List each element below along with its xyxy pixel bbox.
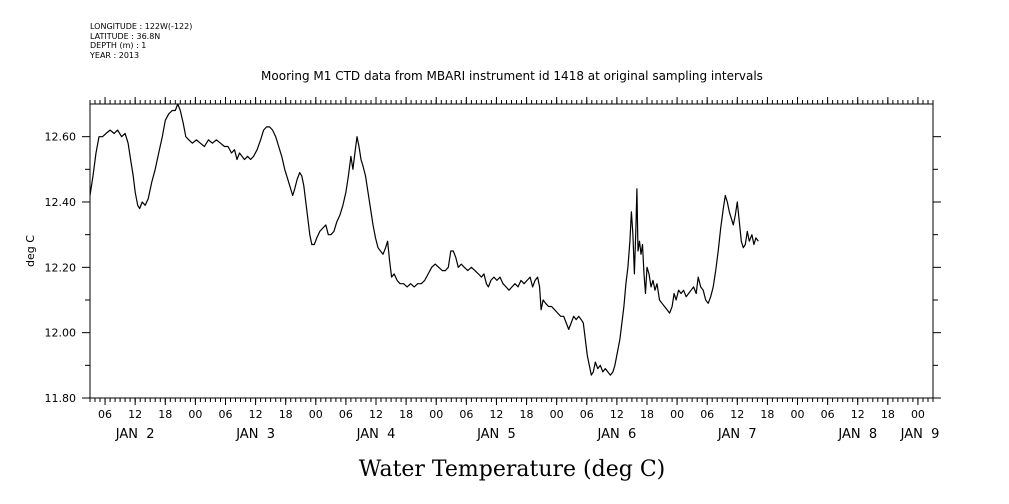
x-hour-label: 18 — [881, 408, 895, 421]
x-hour-label: 00 — [550, 408, 564, 421]
y-axis: 11.80 12.00 12.20 12.40 12.60 — [45, 131, 941, 405]
x-hour-label: 18 — [640, 408, 654, 421]
y-tick-label: 11.80 — [45, 392, 77, 405]
longitude-label: LONGITUDE : 122W(-122) — [90, 22, 193, 31]
x-hour-label: 06 — [821, 408, 835, 421]
x-day-label: JAN 9 — [900, 427, 940, 442]
series-layer — [89, 103, 759, 376]
depth-label: DEPTH (m) : 1 — [90, 41, 147, 50]
y-tick-label: 12.20 — [45, 261, 77, 274]
x-day-label: JAN 7 — [717, 427, 757, 442]
y-axis-label: deg C — [24, 235, 37, 267]
minor-ticks — [89, 100, 934, 402]
x-hour-label: 12 — [128, 408, 142, 421]
x-hour-label: 18 — [399, 408, 413, 421]
chart-title: Mooring M1 CTD data from MBARI instrumen… — [261, 69, 763, 83]
x-day-label: JAN 8 — [837, 427, 877, 442]
x-hour-label: 18 — [279, 408, 293, 421]
x-hour-label: 18 — [158, 408, 172, 421]
x-hour-label: 00 — [429, 408, 443, 421]
x-hour-label: 12 — [851, 408, 865, 421]
x-hour-label: 12 — [249, 408, 263, 421]
y-tick-label: 12.60 — [45, 131, 77, 144]
x-hour-label: 06 — [580, 408, 594, 421]
x-day-label: JAN 3 — [235, 427, 275, 442]
chart-metadata: LONGITUDE : 122W(-122) LATITUDE : 36.8N … — [90, 22, 192, 60]
plot-frame — [89, 103, 934, 399]
x-hour-label: 00 — [309, 408, 323, 421]
x-hour-label: 00 — [791, 408, 805, 421]
x-hour-label: 06 — [339, 408, 353, 421]
x-hour-label: 06 — [700, 408, 714, 421]
x-hour-label: 12 — [369, 408, 383, 421]
x-hour-label: 06 — [459, 408, 473, 421]
x-hour-label: 12 — [610, 408, 624, 421]
y-tick-label: 12.00 — [45, 327, 77, 340]
x-hour-label: 18 — [760, 408, 774, 421]
x-day-label: JAN 4 — [356, 427, 396, 442]
temperature-series-line — [89, 103, 759, 376]
x-axis: 06 12 18 00 06 12 18 00 06 12 18 00 06 12 18 00 06 12 18 00… — [98, 97, 939, 442]
x-hour-label: 00 — [911, 408, 925, 421]
x-day-label: JAN 5 — [476, 427, 516, 442]
x-day-label: JAN 6 — [596, 427, 636, 442]
x-hour-label: 06 — [218, 408, 232, 421]
x-hour-label: 18 — [520, 408, 534, 421]
x-hour-label: 00 — [188, 408, 202, 421]
x-axis-title: Water Temperature (deg C) — [359, 457, 666, 482]
y-tick-label: 12.40 — [45, 196, 77, 209]
x-hour-label: 12 — [489, 408, 503, 421]
x-day-label: JAN 2 — [115, 427, 155, 442]
latitude-label: LATITUDE : 36.8N — [90, 31, 161, 41]
x-hour-label: 06 — [98, 408, 112, 421]
year-label: YEAR : 2013 — [90, 50, 140, 60]
x-hour-label: 00 — [670, 408, 684, 421]
x-hour-label: 12 — [730, 408, 744, 421]
